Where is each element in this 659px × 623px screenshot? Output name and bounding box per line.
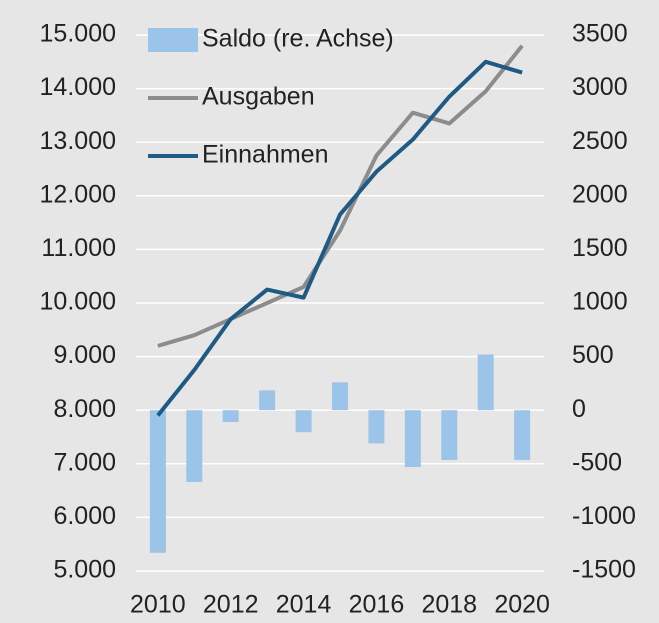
bar [186, 410, 203, 483]
x-tick-label: 2010 [130, 591, 186, 619]
y-tick-label: 6.000 [53, 502, 116, 530]
bar [222, 410, 239, 422]
y2-tick-label: 1500 [572, 234, 628, 262]
line [157, 44, 524, 348]
bar [477, 354, 494, 411]
x-tick-label: 2014 [276, 591, 332, 619]
y2-tick-label: -500 [572, 448, 622, 476]
y2-tick-label: -1500 [572, 556, 636, 584]
x-tick-label: 2020 [494, 591, 550, 619]
y-tick-label: 5.000 [53, 556, 116, 584]
x-tick-label: 2012 [203, 591, 259, 619]
y-tick-label: 7.000 [53, 448, 116, 476]
y-tick-label: 9.000 [53, 341, 116, 369]
legend-swatch [148, 28, 198, 52]
y2-tick-label: -1000 [572, 502, 636, 530]
y-tick-label: 10.000 [40, 288, 116, 316]
y2-tick-label: 0 [572, 395, 586, 423]
line [156, 59, 523, 417]
y-tick-label: 8.000 [53, 395, 116, 423]
y2-tick-label: 2500 [572, 127, 628, 155]
x-tick-label: 2016 [349, 591, 405, 619]
bar [514, 410, 531, 461]
y2-tick-label: 500 [572, 341, 614, 369]
bar [295, 410, 312, 433]
x-tick-label: 2018 [421, 591, 477, 619]
bar [332, 382, 348, 411]
y2-tick-label: 3000 [572, 73, 628, 101]
y2-tick-label: 3500 [572, 20, 628, 48]
bar [368, 410, 385, 444]
legend-label: Saldo (re. Achse) [202, 25, 394, 53]
y-tick-label: 11.000 [41, 234, 116, 262]
bar [259, 390, 276, 411]
legend-label: Ausgaben [202, 83, 315, 111]
bar [149, 410, 166, 553]
bar [404, 410, 421, 468]
y-tick-label: 12.000 [40, 180, 116, 208]
bar [441, 410, 458, 461]
legend-label: Einnahmen [202, 141, 328, 169]
y2-tick-label: 1000 [572, 288, 628, 316]
y-tick-label: 15.000 [40, 20, 116, 48]
y-tick-label: 13.000 [40, 127, 116, 155]
y2-tick-label: 2000 [572, 180, 628, 208]
y-tick-label: 14.000 [40, 73, 116, 101]
